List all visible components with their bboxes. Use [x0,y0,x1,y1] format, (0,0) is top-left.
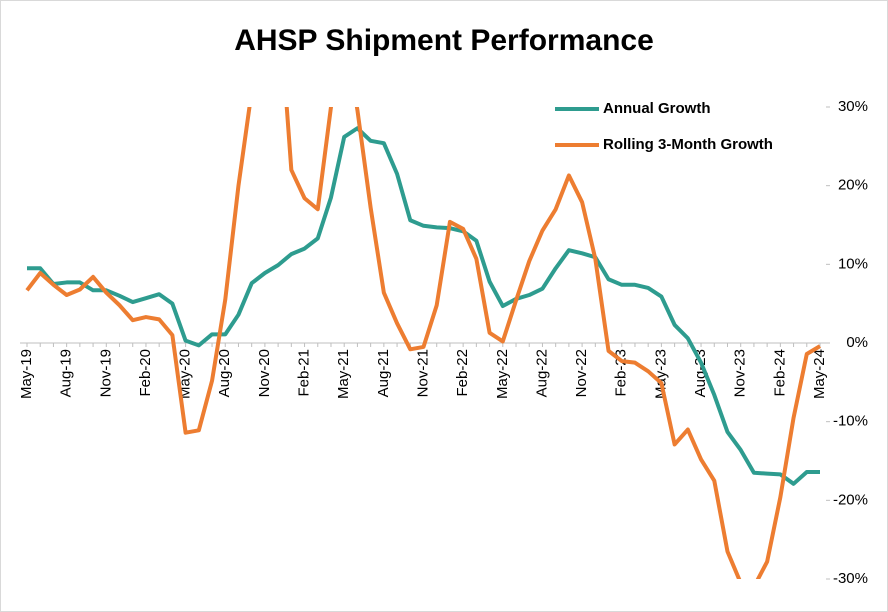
x-tick-label: Aug-23 [692,349,709,397]
x-tick-label: May-23 [652,349,669,399]
series-line [27,126,820,486]
x-tick-label: Aug-19 [58,349,75,397]
x-tick-label: Nov-23 [732,349,749,397]
y-tick-label: 10% [838,255,868,272]
x-tick-label: Feb-24 [771,349,788,397]
x-tick-label: Nov-19 [97,349,114,397]
y-tick-label: 30% [838,98,868,115]
x-tick-label: Nov-22 [573,349,590,397]
x-tick-label: Nov-20 [256,349,273,397]
y-tick-label: 20% [838,177,868,194]
x-tick-label: Nov-21 [414,349,431,397]
x-tick-label: May-22 [494,349,511,399]
x-tick-label: Feb-22 [454,349,471,397]
legend-label: Annual Growth [603,100,711,117]
plot-area [25,107,822,579]
x-tick-label: Aug-20 [216,349,233,397]
x-tick-label: Feb-20 [137,349,154,397]
x-tick-label: May-19 [18,349,35,399]
y-tick-label: -20% [833,491,868,508]
legend-label: Rolling 3-Month Growth [603,136,773,153]
x-tick-label: May-24 [811,349,828,399]
y-tick-label: 0% [846,334,868,351]
y-tick-label: -30% [833,570,868,587]
x-tick-label: Aug-21 [375,349,392,397]
x-tick-label: Aug-22 [533,349,550,397]
x-tick-label: Feb-21 [296,349,313,397]
x-tick-label: May-21 [335,349,352,399]
y-tick-label: -10% [833,413,868,430]
series-line [25,107,822,579]
chart-title: AHSP Shipment Performance [234,24,654,57]
